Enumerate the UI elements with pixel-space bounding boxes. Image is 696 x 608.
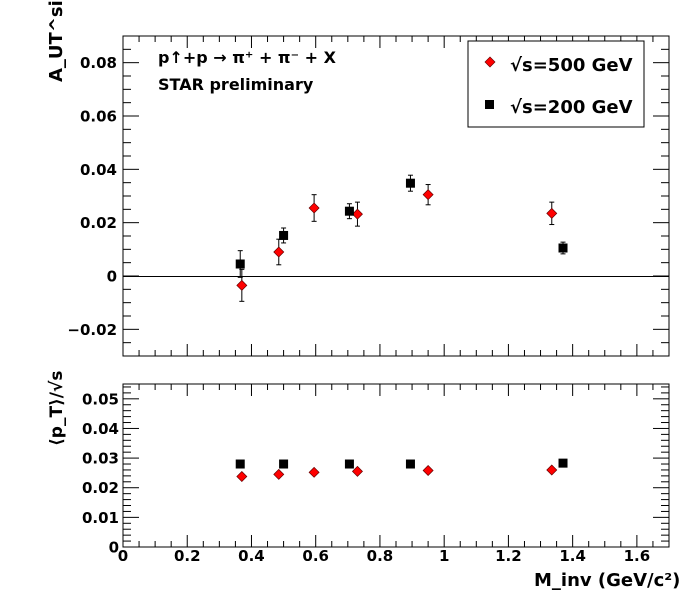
legend-marker-200 bbox=[485, 100, 494, 109]
top-ytick-label: 0.06 bbox=[80, 108, 117, 126]
point-500gev bbox=[546, 207, 558, 219]
point-500gev bbox=[308, 202, 320, 214]
legend-entry-500: √s=500 GeV bbox=[510, 55, 633, 76]
top-ytick-label: 0.08 bbox=[80, 54, 117, 72]
point-200gev bbox=[279, 230, 289, 240]
point-200gev bbox=[344, 206, 354, 216]
point-200gev bbox=[405, 178, 415, 188]
top-ytick-label: −0.02 bbox=[67, 321, 117, 339]
pt-point-200gev bbox=[558, 458, 568, 468]
point-500gev bbox=[422, 189, 434, 201]
bottom-ytick-label: 0.01 bbox=[82, 509, 119, 527]
top-ticks: −0.02 0 0.02 0.04 0.06 0.08 bbox=[67, 35, 670, 357]
chart-title: p↑+p → π⁺ + π⁻ + X bbox=[158, 48, 337, 67]
point-200gev bbox=[235, 259, 245, 269]
top-ytick-label: 0.02 bbox=[80, 214, 117, 232]
chart-subtitle: STAR preliminary bbox=[158, 75, 314, 94]
xtick-label: 0.2 bbox=[174, 547, 201, 565]
pt-point-500gev bbox=[273, 468, 285, 480]
point-500gev bbox=[273, 246, 285, 258]
pt-point-500gev bbox=[422, 465, 434, 477]
xtick-label: 0 bbox=[118, 547, 128, 565]
bottom-plot-frame bbox=[122, 383, 670, 548]
top-ytick-label: 0 bbox=[107, 268, 117, 286]
xtick-label: 1.6 bbox=[624, 547, 651, 565]
legend-marker-500 bbox=[484, 56, 496, 68]
xlabel: M_inv (GeV/c²) bbox=[534, 570, 680, 591]
xtick-label: 0.6 bbox=[302, 547, 329, 565]
bottom-ytick-label: 0.03 bbox=[82, 450, 119, 468]
pt-point-200gev bbox=[235, 459, 245, 469]
pt-point-200gev bbox=[279, 459, 289, 469]
top-marks bbox=[235, 174, 568, 302]
point-500gev bbox=[351, 208, 363, 220]
pt-point-500gev bbox=[236, 470, 248, 482]
pt-point-200gev bbox=[405, 459, 415, 469]
bottom-ticks: 0 0.01 0.02 0.03 0.04 0.05 0 0.2 0.4 0.6 0.8 1 1.2 1.… bbox=[82, 384, 670, 565]
legend: √s=500 GeV √s=200 GeV bbox=[467, 40, 645, 128]
point-500gev bbox=[236, 279, 248, 291]
bottom-marks bbox=[235, 458, 568, 482]
point-200gev bbox=[558, 243, 568, 253]
xtick-label: 1 bbox=[439, 547, 449, 565]
pt-point-500gev bbox=[308, 466, 320, 478]
bottom-ylabel: ⟨p_T⟩/√s bbox=[47, 371, 67, 446]
bottom-ytick-label: 0.04 bbox=[82, 420, 119, 438]
pt-point-200gev bbox=[344, 459, 354, 469]
xtick-label: 0.8 bbox=[367, 547, 394, 565]
legend-entry-200: √s=200 GeV bbox=[510, 97, 633, 118]
bottom-ytick-label: 0.05 bbox=[82, 390, 119, 408]
xtick-label: 1.2 bbox=[495, 547, 522, 565]
xtick-label: 1.4 bbox=[559, 547, 586, 565]
bottom-ytick-label: 0 bbox=[109, 539, 119, 557]
top-ytick-label: 0.04 bbox=[80, 161, 117, 179]
top-ylabel: A_UT^sinφ bbox=[46, 0, 67, 82]
pt-point-500gev bbox=[351, 465, 363, 477]
legend-box bbox=[467, 40, 645, 128]
pt-point-500gev bbox=[546, 464, 558, 476]
xtick-label: 0.4 bbox=[238, 547, 265, 565]
bottom-ytick-label: 0.02 bbox=[82, 479, 119, 497]
